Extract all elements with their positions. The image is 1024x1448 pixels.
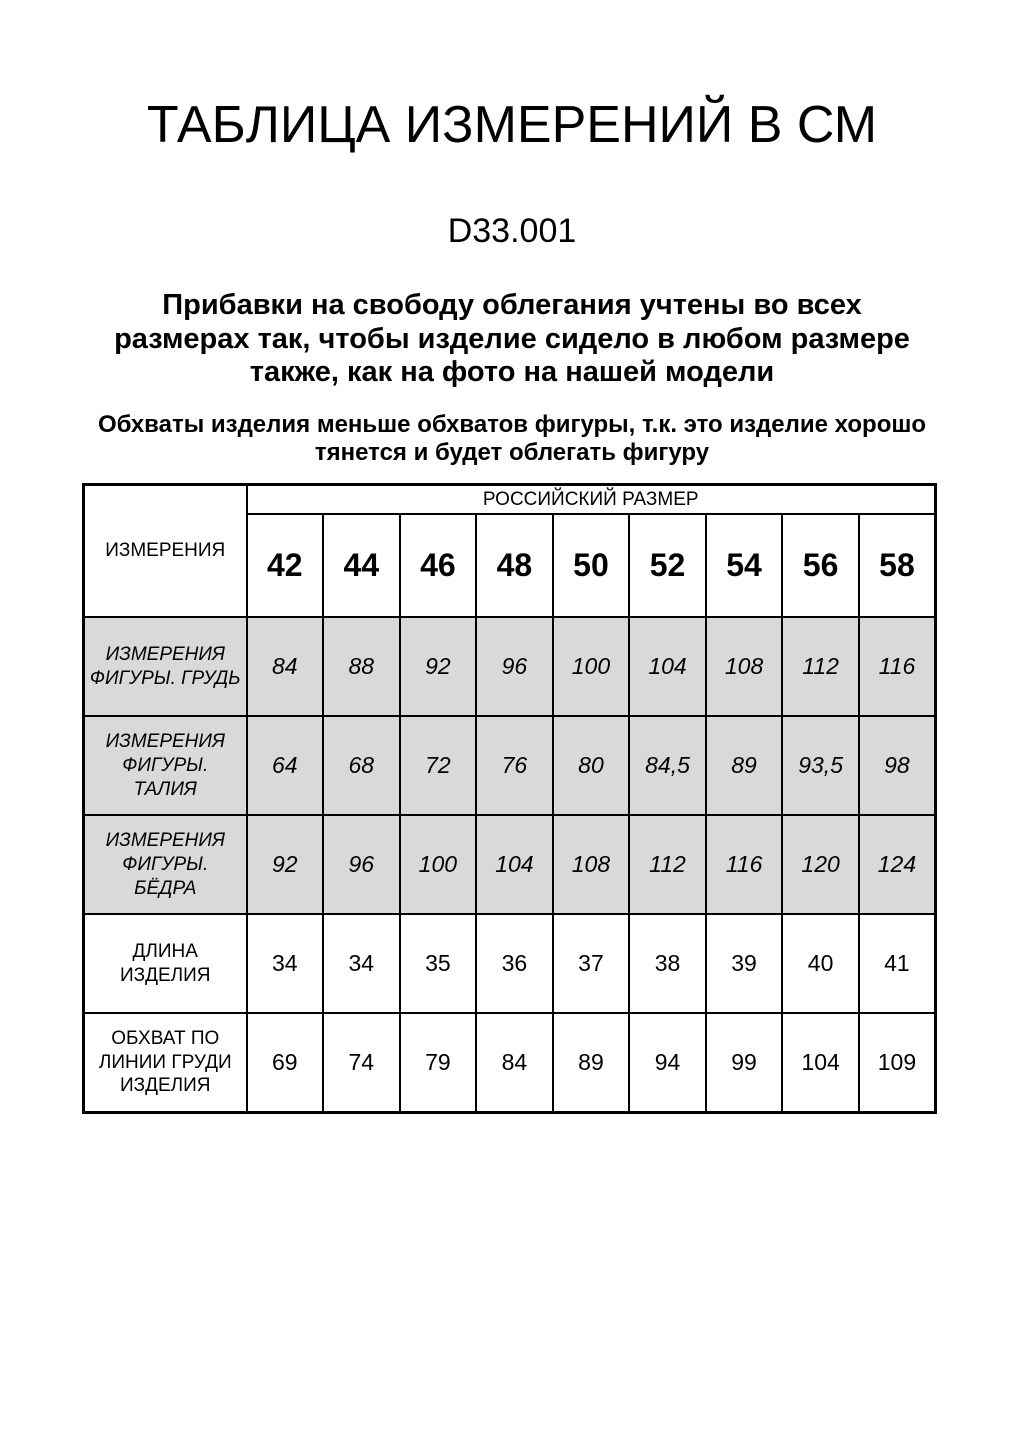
value-cell: 98: [857, 715, 937, 817]
row-label: ИЗМЕРЕНИЯ ФИГУРЫ. БЁДРА: [82, 814, 248, 916]
value-cell: 89: [704, 715, 784, 817]
value-cell: 96: [322, 814, 401, 916]
row-label: ИЗМЕРЕНИЯ ФИГУРЫ. ГРУДЬ: [82, 616, 248, 718]
value-cell: 34: [245, 913, 325, 1015]
table-body: ИЗМЕРЕНИЯ ФИГУРЫ. ГРУДЬ 84 88 92 96 100 104 108…: [82, 616, 937, 1114]
row-label: ОБХВАТ ПО ЛИНИИ ГРУДИ ИЗДЕЛИЯ: [82, 1012, 248, 1114]
group-header-row: ИЗМЕРЕНИЯ РОССИЙСКИЙ РАЗМЕР: [82, 483, 937, 619]
value-cell: 72: [398, 715, 478, 817]
table-header: ИЗМЕРЕНИЯ РОССИЙСКИЙ РАЗМЕР 42 44 46 48 50 52…: [82, 483, 937, 619]
value-cell: 88: [322, 616, 401, 718]
row-label: ИЗМЕРЕНИЯ ФИГУРЫ. ТАЛИЯ: [82, 715, 248, 817]
value-cell: 68: [322, 715, 401, 817]
value-cell: 39: [704, 913, 784, 1015]
value-cell: 93,5: [781, 715, 860, 817]
size-header-54: 54: [704, 513, 784, 619]
value-cell: 89: [551, 1012, 631, 1114]
value-cell: 104: [475, 814, 554, 916]
size-header-52: 52: [628, 513, 707, 619]
value-cell: 84: [245, 616, 325, 718]
value-cell: 112: [628, 814, 707, 916]
value-cell: 79: [398, 1012, 478, 1114]
table-row: ИЗМЕРЕНИЯ ФИГУРЫ. ГРУДЬ 84 88 92 96 100 104 108…: [82, 616, 937, 718]
table-row: ДЛИНА ИЗДЕЛИЯ 34 34 35 36 37 38 39 40 41: [82, 913, 937, 1015]
table-row: ОБХВАТ ПО ЛИНИИ ГРУДИ ИЗДЕЛИЯ 69 74 79 84 89 9…: [82, 1012, 937, 1114]
size-header-46: 46: [398, 513, 478, 619]
value-cell: 64: [245, 715, 325, 817]
value-cell: 41: [857, 913, 937, 1015]
fit-allowance-note: Прибавки на свободу облегания учтены во …: [114, 289, 910, 389]
measurements-corner-label: ИЗМЕРЕНИЯ: [82, 483, 248, 619]
stretch-note: Обхваты изделия меньше обхватов фигуры, …: [97, 411, 927, 467]
value-cell: 99: [704, 1012, 784, 1114]
value-cell: 84: [475, 1012, 554, 1114]
size-header-56: 56: [781, 513, 860, 619]
value-cell: 76: [475, 715, 554, 817]
table-row: ИЗМЕРЕНИЯ ФИГУРЫ. БЁДРА 92 96 100 104 108 112 1…: [82, 814, 937, 916]
size-header-58: 58: [857, 513, 937, 619]
value-cell: 112: [781, 616, 860, 718]
value-cell: 34: [322, 913, 401, 1015]
value-cell: 36: [475, 913, 554, 1015]
value-cell: 104: [628, 616, 707, 718]
page-title: ТАБЛИЦА ИЗМЕРЕНИЙ В СМ: [146, 96, 878, 154]
size-measurement-table: ИЗМЕРЕНИЯ РОССИЙСКИЙ РАЗМЕР 42 44 46 48 50 52…: [82, 483, 937, 1114]
size-header-48: 48: [475, 513, 554, 619]
value-cell: 124: [857, 814, 937, 916]
value-cell: 37: [551, 913, 631, 1015]
value-cell: 92: [245, 814, 325, 916]
value-cell: 100: [398, 814, 478, 916]
value-cell: 94: [628, 1012, 707, 1114]
table-row: ИЗМЕРЕНИЯ ФИГУРЫ. ТАЛИЯ 64 68 72 76 80 84,5 89 9…: [82, 715, 937, 817]
row-label: ДЛИНА ИЗДЕЛИЯ: [82, 913, 248, 1015]
value-cell: 74: [322, 1012, 401, 1114]
value-cell: 40: [781, 913, 860, 1015]
value-cell: 116: [857, 616, 937, 718]
value-cell: 84,5: [628, 715, 707, 817]
value-cell: 38: [628, 913, 707, 1015]
value-cell: 120: [781, 814, 860, 916]
value-cell: 35: [398, 913, 478, 1015]
product-code: D33.001: [447, 212, 577, 251]
value-cell: 80: [551, 715, 631, 817]
value-cell: 104: [781, 1012, 860, 1114]
size-header-42: 42: [245, 513, 325, 619]
size-header-44: 44: [322, 513, 401, 619]
value-cell: 109: [857, 1012, 937, 1114]
value-cell: 108: [551, 814, 631, 916]
value-cell: 96: [475, 616, 554, 718]
sizes-row: 42 44 46 48 50 52 54 56 58: [84, 513, 937, 619]
russian-size-group-header: РОССИЙСКИЙ РАЗМЕР: [245, 483, 937, 516]
value-cell: 116: [704, 814, 784, 916]
value-cell: 69: [245, 1012, 325, 1114]
size-header-50: 50: [551, 513, 631, 619]
value-cell: 108: [704, 616, 784, 718]
value-cell: 92: [398, 616, 478, 718]
value-cell: 100: [551, 616, 631, 718]
